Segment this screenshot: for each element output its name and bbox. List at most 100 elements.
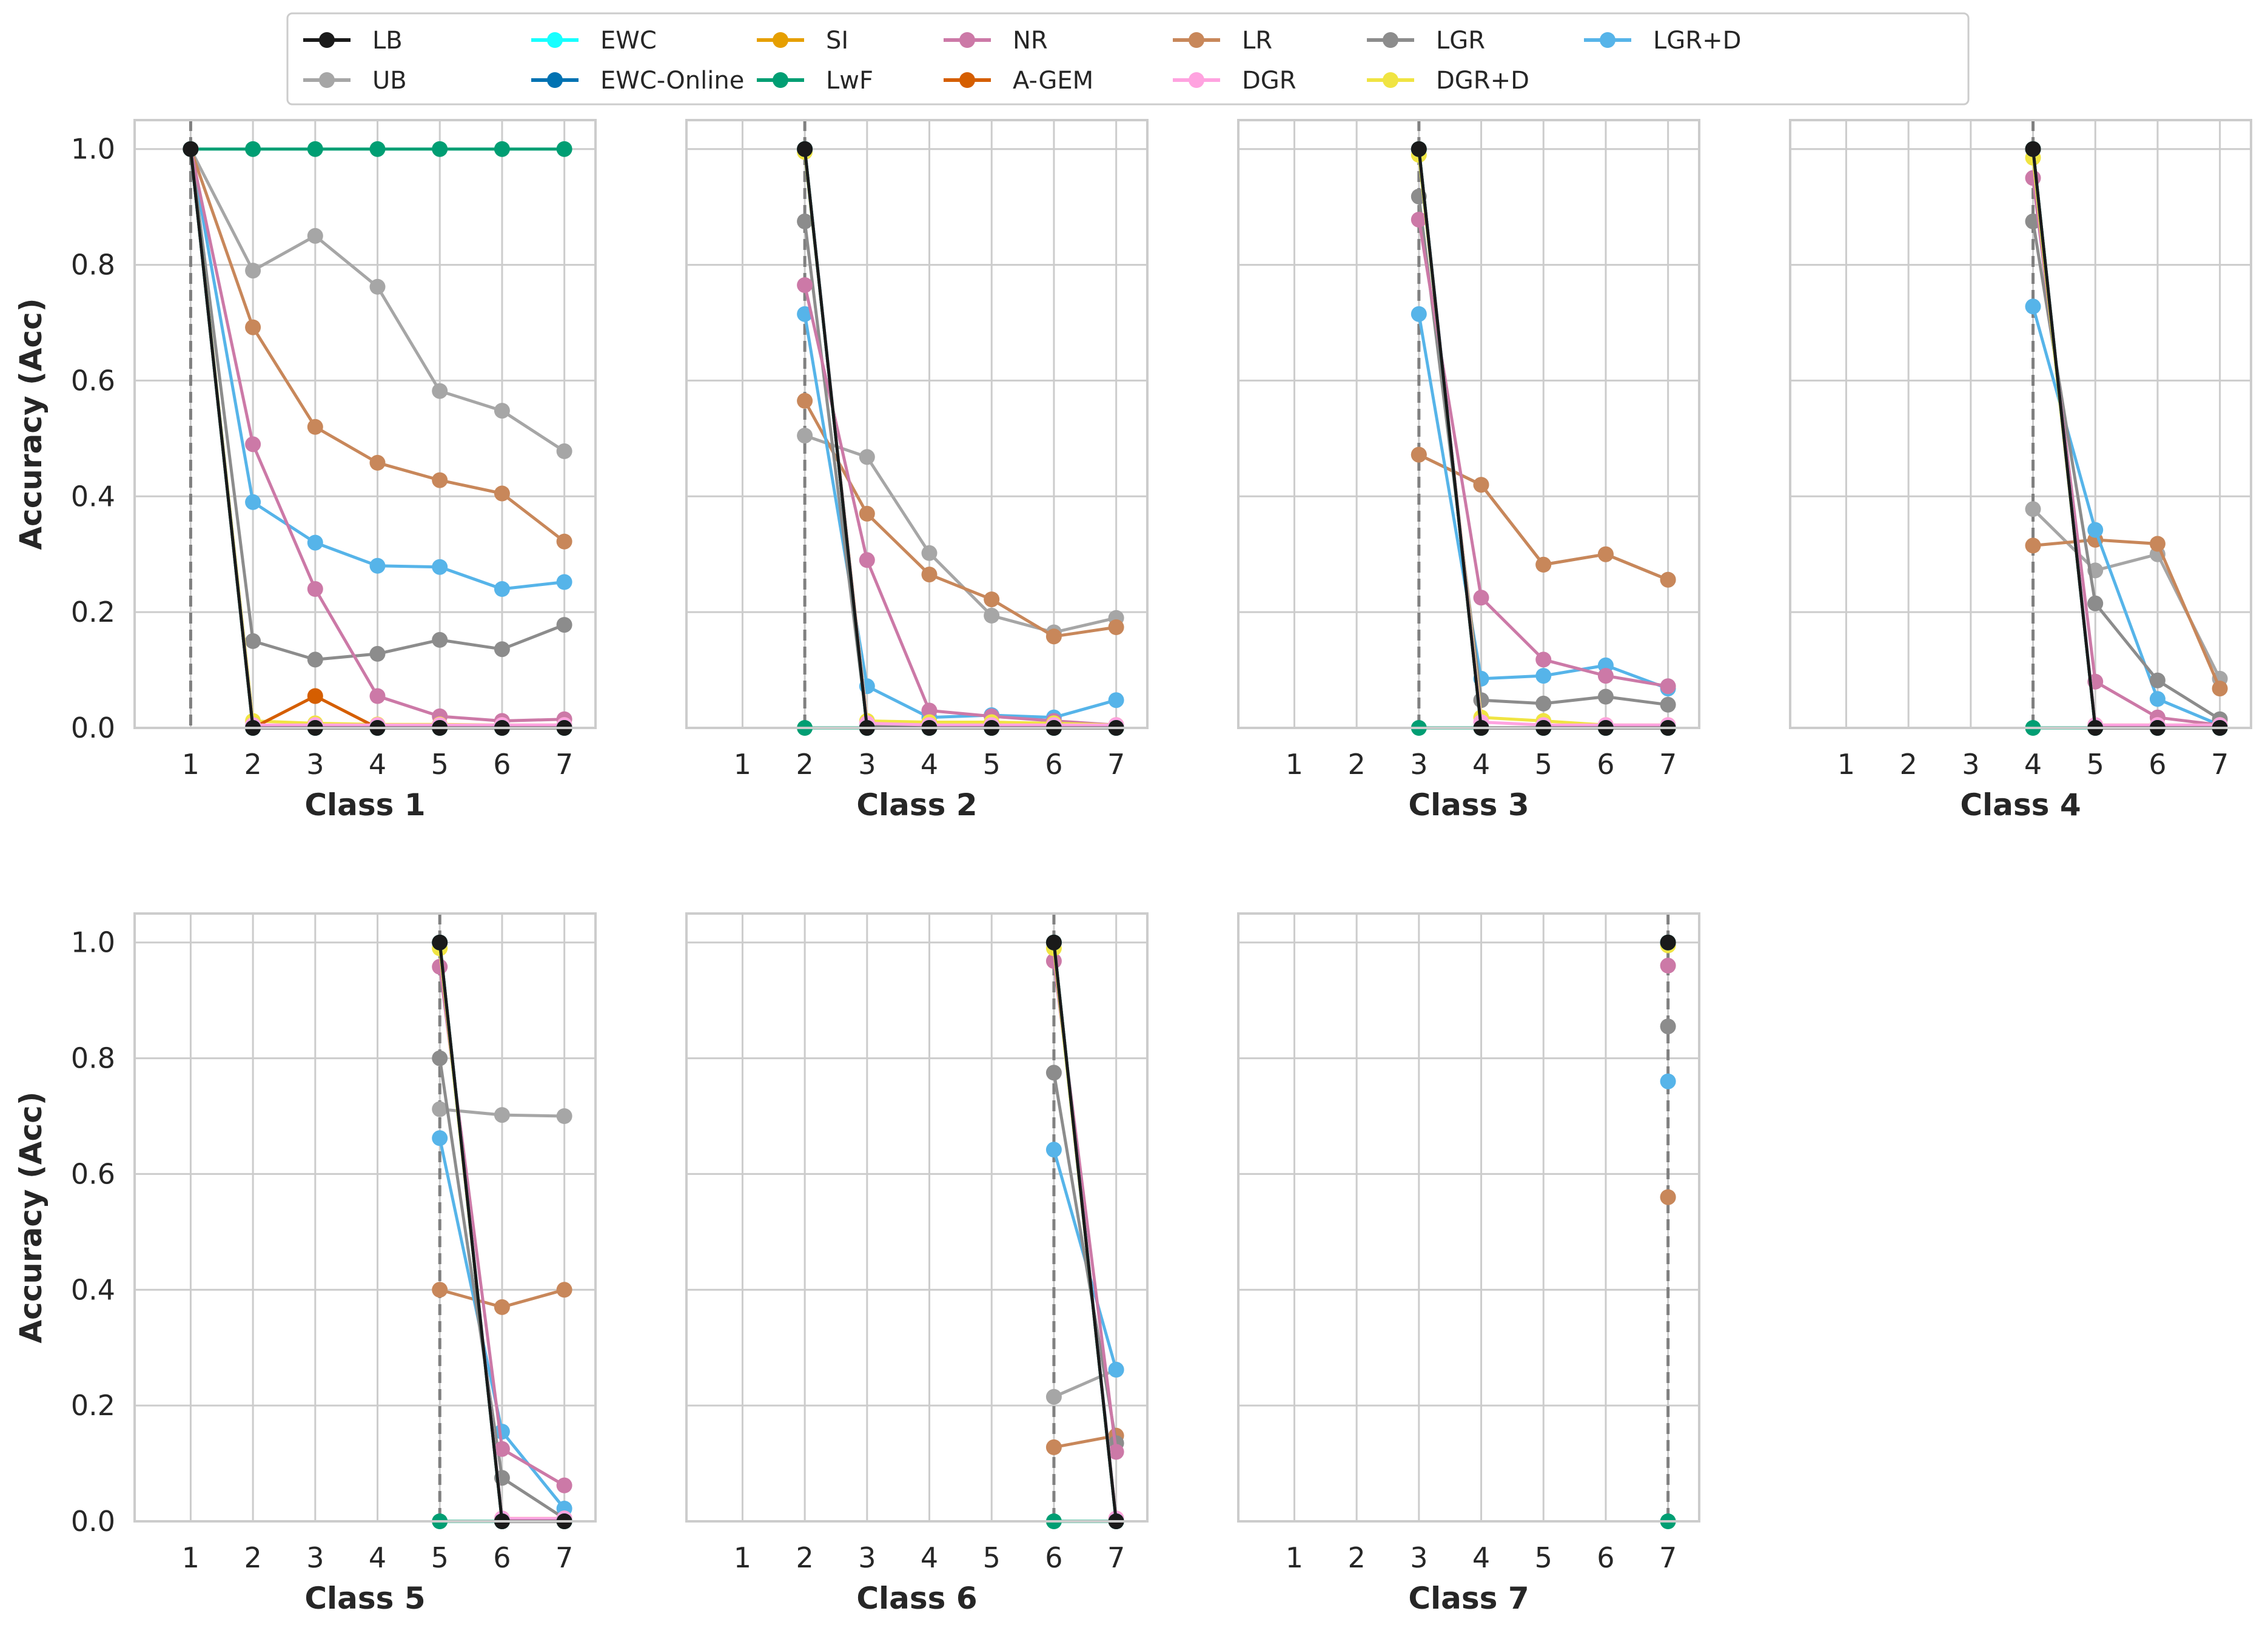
series-lb <box>1660 934 1676 951</box>
data-point <box>494 485 510 502</box>
y-tick-label: 0.0 <box>71 1505 115 1538</box>
x-axis-label: Class 5 <box>304 1581 425 1616</box>
panels: 1 2 3 4 5 6 7 0.0 0.2 0.4 0.6 0.8 1.0 Accuracy (Acc) C… <box>13 119 2252 1616</box>
data-point <box>369 557 386 574</box>
legend-swatch-marker <box>1189 72 1204 88</box>
legend-item-ewc: EWC <box>531 27 657 55</box>
series-lgr <box>1660 1018 1676 1035</box>
data-point <box>1045 934 1062 951</box>
x-tick-label: 5 <box>983 1541 1001 1574</box>
data-point <box>1660 934 1676 951</box>
legend-label: A-GEM <box>1013 67 1093 95</box>
legend-swatch-marker <box>959 72 975 88</box>
legend-swatch-marker <box>1189 32 1204 48</box>
data-point <box>1597 546 1614 562</box>
data-point <box>245 263 261 279</box>
plot-frame <box>685 912 1149 1523</box>
data-point <box>797 392 813 409</box>
data-point <box>1108 619 1124 635</box>
series-line <box>2031 220 2222 721</box>
x-tick-label: 1 <box>1286 748 1303 781</box>
plot-frame <box>685 119 1149 729</box>
data-point <box>432 934 448 951</box>
plot-area <box>686 120 1147 728</box>
x-axis-label: Class 1 <box>304 787 425 823</box>
data-point <box>859 449 875 465</box>
legend-label: SI <box>826 27 848 55</box>
x-tick-label: 7 <box>1659 748 1677 781</box>
data-point <box>369 688 386 704</box>
data-point <box>494 1299 510 1315</box>
x-tick-label: 4 <box>1472 748 1490 781</box>
series-line <box>1052 941 1118 1523</box>
data-point <box>369 278 386 295</box>
data-point <box>369 454 386 471</box>
x-tick-label: 3 <box>1410 748 1428 781</box>
data-point <box>307 581 323 597</box>
x-tick-label: 4 <box>1472 1541 1490 1574</box>
y-tick-label: 0.8 <box>71 249 115 281</box>
x-tick-label: 7 <box>1107 748 1125 781</box>
data-point <box>369 141 386 157</box>
x-tick-label: 3 <box>1962 748 1979 781</box>
x-tick-label: 1 <box>182 748 200 781</box>
data-point <box>1535 556 1552 573</box>
legend-label: DGR+D <box>1436 67 1529 95</box>
data-point <box>1045 1388 1062 1405</box>
data-point <box>1660 1189 1676 1205</box>
data-point <box>2149 672 2166 688</box>
series-nr <box>1411 212 1676 695</box>
data-point <box>2025 298 2041 315</box>
series-lr <box>797 392 1124 645</box>
legend-label: EWC <box>600 27 657 55</box>
panel-class-4: 1 2 3 4 5 6 7 Class 4 <box>1789 119 2252 823</box>
plot-area <box>135 120 596 728</box>
data-point <box>2149 536 2166 552</box>
data-point <box>556 1108 572 1124</box>
data-point <box>797 277 813 293</box>
x-tick-label: 7 <box>1107 1541 1125 1574</box>
data-point <box>1411 141 1427 157</box>
x-tick-label: 6 <box>493 748 511 781</box>
x-tick-label: 1 <box>734 1541 751 1574</box>
x-tick-label: 7 <box>1659 1541 1677 1574</box>
y-axis-label: Accuracy (Acc) <box>13 298 49 550</box>
data-point <box>1411 306 1427 322</box>
legend-swatch-marker <box>1600 32 1615 48</box>
data-point <box>1473 590 1489 606</box>
legend-swatch-marker <box>959 32 975 48</box>
data-point <box>556 574 572 590</box>
y-tick-label: 0.6 <box>71 364 115 397</box>
legend-label: LGR+D <box>1653 27 1741 55</box>
x-axis-label: Class 6 <box>856 1581 977 1616</box>
legend-swatch-marker <box>773 72 788 88</box>
legend-label: NR <box>1013 27 1048 55</box>
x-tick-label: 4 <box>2024 748 2042 781</box>
data-point <box>1660 696 1676 713</box>
data-point <box>1045 628 1062 645</box>
series-line <box>2031 538 2222 690</box>
data-point <box>797 428 813 444</box>
plot-area <box>1238 914 1699 1521</box>
x-tick-label: 5 <box>1535 748 1552 781</box>
x-tick-label: 5 <box>983 748 1001 781</box>
data-point <box>2149 691 2166 707</box>
legend-swatch-marker <box>1383 72 1398 88</box>
series-lgr-plus-d <box>432 1130 572 1516</box>
data-point <box>921 702 938 719</box>
legend-label: EWC-Online <box>600 67 744 95</box>
x-tick-label: 4 <box>369 748 386 781</box>
x-tick-label: 5 <box>1535 1541 1552 1574</box>
x-tick-label: 4 <box>369 1541 386 1574</box>
x-tick-label: 2 <box>1347 1541 1365 1574</box>
x-tick-label: 7 <box>555 748 573 781</box>
plot-area <box>1790 120 2251 728</box>
legend-label: UB <box>372 67 407 95</box>
x-axis-label: Class 4 <box>1960 787 2081 823</box>
data-point <box>2025 141 2041 157</box>
data-point <box>921 545 938 561</box>
x-tick-label: 6 <box>1597 1541 1614 1574</box>
data-point <box>432 1282 448 1298</box>
data-point <box>859 552 875 568</box>
